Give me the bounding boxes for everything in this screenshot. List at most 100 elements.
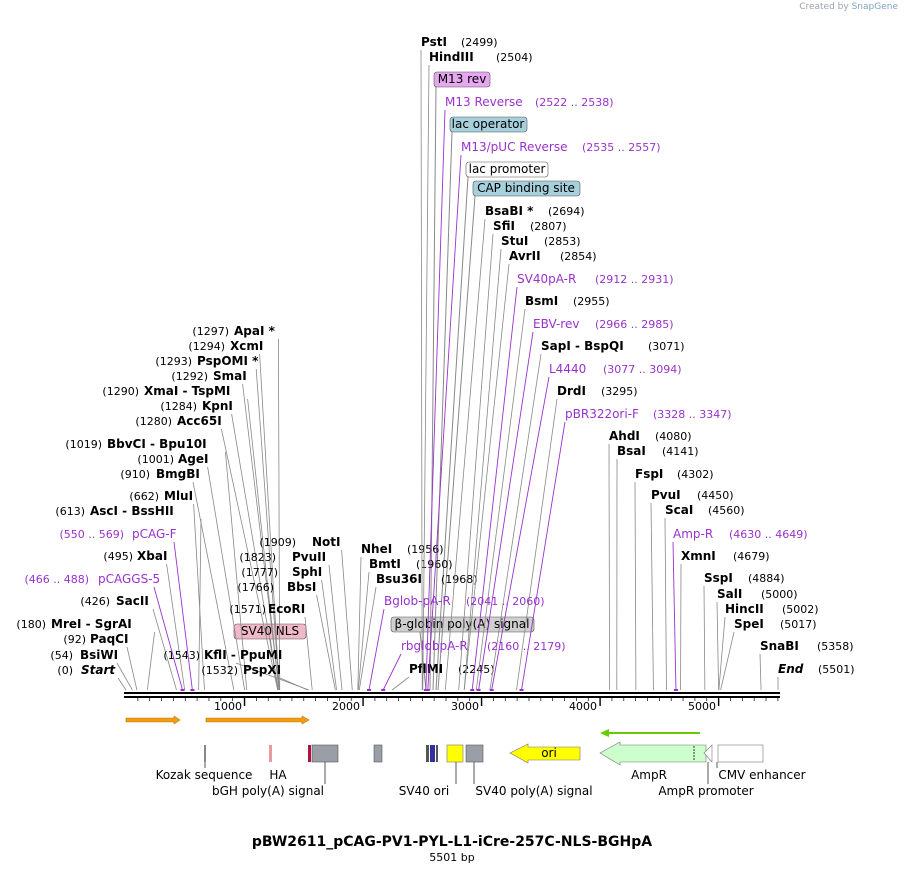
- site-leader: [259, 353, 280, 691]
- site-position: (4884): [748, 572, 785, 585]
- site-leader: [117, 677, 127, 691]
- site-leader: [192, 481, 235, 691]
- lac-operator-box: [449, 116, 528, 133]
- site-leader: [634, 481, 637, 691]
- primer-name: M13/pUC Reverse: [461, 140, 568, 154]
- primer-l4440: L4440 (3077 .. 3094): [489, 362, 682, 691]
- tick-label: 4000: [569, 700, 597, 713]
- site-name: ScaI: [665, 503, 693, 517]
- site-leader: [146, 631, 155, 691]
- site-position: (613): [55, 505, 85, 518]
- site-position: (426): [80, 595, 110, 608]
- site-stui: StuI (2853): [463, 234, 581, 691]
- primer-name: pBR322ori-F: [565, 407, 639, 421]
- site-spei: SpeI (5017): [720, 617, 817, 691]
- site-noti: NotI (1909): [259, 535, 353, 691]
- primer-pcagf: pCAG-F (550 .. 569): [59, 527, 195, 691]
- site-name: PspOMI *: [197, 354, 259, 368]
- site-position: (180): [16, 618, 46, 631]
- primer-rbglobpar: rbglobpA-R (2160 .. 2179): [381, 639, 566, 691]
- site-name: SalI: [717, 587, 742, 601]
- site-position: (5000): [761, 588, 798, 601]
- tick-label: 5000: [688, 700, 716, 713]
- primer-position: (2522 .. 2538): [535, 96, 614, 109]
- site-name: AhdI: [609, 429, 640, 443]
- site-position: (1292): [171, 370, 208, 383]
- site-position: (3295): [601, 385, 638, 398]
- site-leader: [608, 443, 610, 691]
- site-name: Acc65I: [177, 414, 222, 428]
- site-position: (1019): [65, 438, 102, 451]
- site-position: (1280): [135, 415, 172, 428]
- site-name: XbaI: [137, 549, 167, 563]
- site-name: HincII: [725, 602, 764, 616]
- primer-name: pCAGGS-5: [98, 572, 160, 586]
- ampr-promoter-arrow: [703, 744, 713, 763]
- site-smai: SmaI (1292): [171, 369, 280, 691]
- site-ahdi: AhdI (4080): [608, 429, 692, 691]
- primer-m13pucreverse: M13/pUC Reverse (2535 .. 2557): [425, 140, 661, 691]
- primer-ampr: Amp-R (4630 .. 4649): [672, 527, 808, 691]
- primer-sv40par: SV40pA-R (2912 .. 2931): [470, 272, 674, 691]
- site-sali: SalI (5000): [716, 587, 798, 691]
- site-leader: [458, 233, 494, 691]
- site-name: FspI: [635, 467, 663, 481]
- site-position: (2245): [458, 663, 495, 676]
- site-position: (1571): [229, 603, 266, 616]
- site-fspi: FspI (4302): [634, 467, 714, 691]
- site-name: BbsI: [287, 580, 316, 594]
- primer-position: (2912 .. 2931): [595, 273, 674, 286]
- site-nhei: NheI (1956): [357, 542, 444, 691]
- sv40-ori-mark-1: [426, 745, 429, 762]
- backbone-bottom-strand: [124, 696, 780, 698]
- site-name: PspXI: [243, 663, 281, 677]
- site-name: SspI: [704, 571, 733, 585]
- sv40-nls-label: SV40 NLS: [241, 624, 299, 638]
- site-leader: [463, 263, 510, 691]
- site-leader: [703, 585, 706, 691]
- site-name: EcoRI: [268, 602, 305, 616]
- primer-leader: [672, 541, 677, 691]
- site-leader: [231, 413, 279, 691]
- site-position: (92): [63, 633, 86, 646]
- site-name: ApaI *: [234, 324, 276, 338]
- site-bbvci: BbvCI - Bpu10I (1019): [65, 437, 248, 691]
- site-leader: [242, 383, 280, 691]
- primer-name: Amp-R: [673, 527, 713, 541]
- primer-name: rbglobpA-R: [401, 639, 468, 653]
- site-bsmi: BsmI (2955): [475, 294, 610, 691]
- site-name: NotI: [312, 535, 341, 549]
- site-leader: [664, 517, 667, 691]
- site-leader: [321, 579, 338, 691]
- site-position: (4679): [733, 550, 770, 563]
- primer-leader: [471, 286, 518, 691]
- site-name: NheI: [361, 542, 392, 556]
- site-name: AscI - BssHII: [90, 504, 174, 518]
- site-leader: [716, 601, 720, 691]
- site-name: AvrII: [509, 249, 541, 263]
- site-leader: [193, 503, 205, 691]
- site-leader: [489, 353, 542, 691]
- site-name: BsaI: [617, 444, 646, 458]
- primer-ebvrev: EBV-rev (2966 .. 2985): [476, 317, 674, 691]
- site-pvuii: PvuII (1823): [239, 550, 343, 691]
- site-leader: [357, 571, 370, 691]
- ha-label: HA: [269, 768, 287, 782]
- site-name: KpnI: [202, 399, 233, 413]
- site-position: (662): [129, 490, 159, 503]
- site-name: BbvCI - Bpu10I: [107, 437, 207, 451]
- site-position: (2694): [548, 205, 585, 218]
- site-leader: [475, 308, 526, 691]
- boxed-features: SV40 NLS β-globin poly(A) signal M13 rev…: [233, 71, 581, 691]
- site-sspi: SspI (4884): [703, 571, 785, 691]
- primer-leader: [521, 421, 566, 691]
- restriction-sites: Start (0) BsiWI (54) PaqCI (92) MreI - SgrAI (1…: [16, 35, 855, 691]
- primer-leader: [368, 608, 385, 691]
- site-position: (5501): [818, 663, 855, 676]
- site-mlui: MluI (662): [129, 489, 205, 691]
- site-position: (54): [50, 649, 73, 662]
- orf-arrow-left: [125, 715, 181, 725]
- site-sacii: SacII (426): [80, 594, 177, 691]
- site-ecori: EcoRI(1571): [229, 602, 313, 691]
